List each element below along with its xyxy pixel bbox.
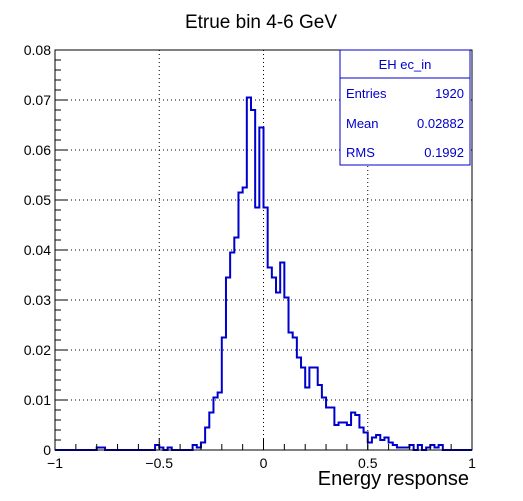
x-tick-label: −0.5 bbox=[145, 455, 173, 471]
x-tick-label: −1 bbox=[47, 455, 63, 471]
x-axis-ticks: −1 −0.5 0 0.5 1 bbox=[47, 438, 476, 471]
y-axis-ticks: 0 0.01 0.02 0.03 0.04 0.05 0.06 0.07 0.08 bbox=[24, 42, 67, 458]
x-tick-label: 1 bbox=[468, 455, 476, 471]
stats-box: EH ec_in Entries 1920 Mean 0.02882 RMS 0… bbox=[339, 49, 471, 166]
x-axis-label: Energy response bbox=[318, 468, 469, 490]
stats-rms-label: RMS bbox=[346, 145, 375, 160]
y-tick-label: 0 bbox=[43, 442, 51, 458]
stats-entries-value: 1920 bbox=[435, 86, 464, 101]
y-tick-label: 0.06 bbox=[24, 142, 51, 158]
y-tick-label: 0.03 bbox=[24, 292, 51, 308]
y-tick-label: 0.08 bbox=[24, 42, 51, 58]
x-tick-label: 0 bbox=[260, 455, 268, 471]
stats-mean-label: Mean bbox=[346, 116, 379, 131]
y-tick-label: 0.02 bbox=[24, 342, 51, 358]
stats-name: EH ec_in bbox=[379, 57, 432, 72]
y-tick-label: 0.05 bbox=[24, 192, 51, 208]
stats-entries-label: Entries bbox=[346, 86, 387, 101]
y-tick-label: 0.07 bbox=[24, 92, 51, 108]
y-tick-label: 0.01 bbox=[24, 392, 51, 408]
stats-mean-value: 0.02882 bbox=[417, 116, 464, 131]
x-tick-label: 0.5 bbox=[358, 455, 378, 471]
y-tick-label: 0.04 bbox=[24, 242, 51, 258]
histogram-series-line bbox=[55, 96, 472, 451]
chart-title: Etrue bin 4-6 GeV bbox=[185, 12, 337, 33]
stats-rms-value: 0.1992 bbox=[424, 145, 464, 160]
